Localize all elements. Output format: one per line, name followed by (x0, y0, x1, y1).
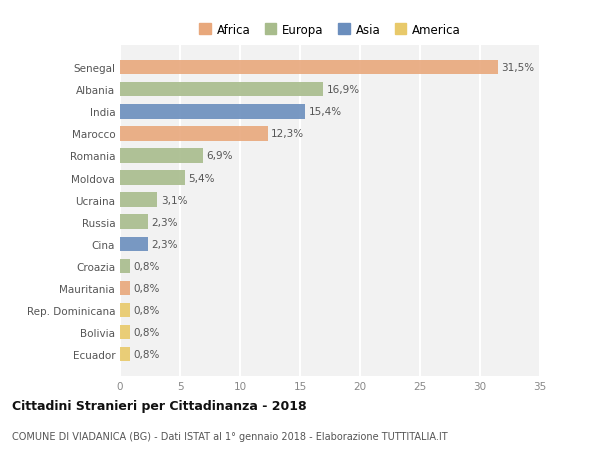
Bar (120, 61, 498, 75)
Bar (120, 237, 148, 252)
Bar (120, 149, 203, 163)
Text: COMUNE DI VIADANICA (BG) - Dati ISTAT al 1° gennaio 2018 - Elaborazione TUTTITAL: COMUNE DI VIADANICA (BG) - Dati ISTAT al… (12, 431, 448, 442)
Bar (120, 215, 148, 230)
Text: 0,8%: 0,8% (133, 261, 160, 271)
Text: 0,8%: 0,8% (133, 305, 160, 315)
Bar (120, 259, 130, 273)
Text: 31,5%: 31,5% (502, 63, 535, 73)
Text: 0,8%: 0,8% (133, 283, 160, 293)
Bar (120, 83, 323, 97)
Text: 6,9%: 6,9% (206, 151, 233, 161)
Bar (120, 127, 268, 141)
Bar (120, 281, 130, 295)
Bar (120, 105, 305, 119)
Text: Cittadini Stranieri per Cittadinanza - 2018: Cittadini Stranieri per Cittadinanza - 2… (12, 399, 307, 412)
Bar (120, 193, 157, 207)
Text: 2,3%: 2,3% (151, 239, 178, 249)
Text: 15,4%: 15,4% (308, 107, 341, 117)
Text: 0,8%: 0,8% (133, 327, 160, 337)
Bar (120, 347, 130, 361)
Text: 12,3%: 12,3% (271, 129, 304, 139)
Bar (120, 171, 185, 185)
Bar (120, 303, 130, 317)
Bar (120, 325, 130, 339)
Legend: Africa, Europa, Asia, America: Africa, Europa, Asia, America (199, 24, 461, 37)
Text: 16,9%: 16,9% (326, 85, 359, 95)
Text: 3,1%: 3,1% (161, 195, 187, 205)
Text: 0,8%: 0,8% (133, 349, 160, 359)
Text: 5,4%: 5,4% (188, 173, 215, 183)
Text: 2,3%: 2,3% (151, 217, 178, 227)
